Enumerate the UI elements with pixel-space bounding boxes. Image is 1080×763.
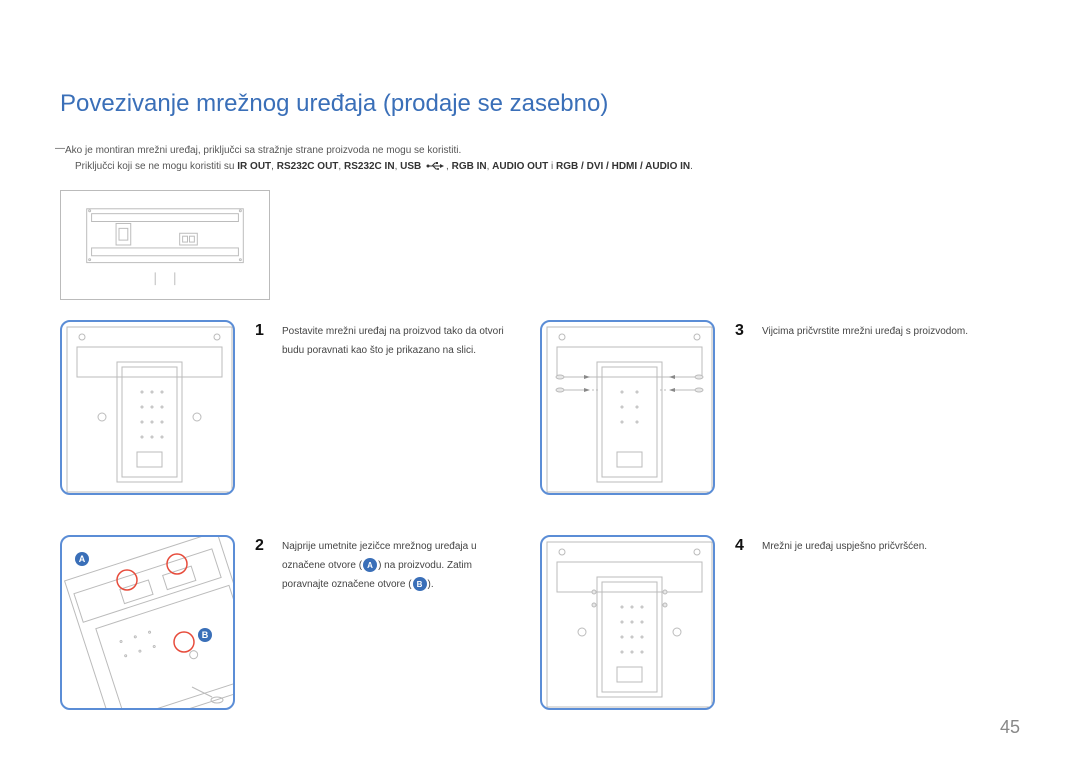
step-3: 3 Vijcima pričvrstite mrežni uređaj s pr… <box>540 320 1020 495</box>
step-4-num: 4 <box>735 537 747 555</box>
steps-container: 1 Postavite mrežni uređaj na proizvod ta… <box>60 320 1020 750</box>
step-3-text: Vijcima pričvrstite mrežni uređaj s proi… <box>762 320 968 341</box>
step-3-diagram <box>540 320 715 495</box>
step-1-text: Postavite mrežni uređaj na proizvod tako… <box>282 320 512 360</box>
right-column: 3 Vijcima pričvrstite mrežni uređaj s pr… <box>540 320 1020 750</box>
step-1-diagram <box>60 320 235 495</box>
step-3-num: 3 <box>735 322 747 340</box>
step-1: 1 Postavite mrežni uređaj na proizvod ta… <box>60 320 540 495</box>
usb-icon <box>426 161 444 171</box>
step-2-diagram: A B <box>60 535 235 710</box>
page-title: Povezivanje mrežnog uređaja (prodaje se … <box>60 90 1020 118</box>
step-2: A B 2 Najprije umetnite jezičce mrežnog … <box>60 535 540 710</box>
step-4: 4 Mrežni je uređaj uspješno pričvršćen. <box>540 535 1020 710</box>
svg-text:B: B <box>202 630 209 640</box>
badge-a: A <box>363 558 377 572</box>
page-number: 45 <box>1000 717 1020 738</box>
step-2-num: 2 <box>255 537 267 555</box>
overview-diagram <box>60 190 270 300</box>
badge-b: B <box>413 577 427 591</box>
step-4-diagram <box>540 535 715 710</box>
step-1-num: 1 <box>255 322 267 340</box>
left-column: 1 Postavite mrežni uređaj na proizvod ta… <box>60 320 540 750</box>
note-line1: Ako je montiran mrežni uređaj, priključc… <box>65 145 461 156</box>
note-line2: Priključci koji se ne mogu koristiti su … <box>75 159 1020 175</box>
step-2-text: Najprije umetnite jezičce mrežnog uređaj… <box>282 535 512 594</box>
svg-text:A: A <box>79 554 86 564</box>
note-text: Ako je montiran mrežni uređaj, priključc… <box>60 143 1020 175</box>
step-4-text: Mrežni je uređaj uspješno pričvršćen. <box>762 535 927 556</box>
